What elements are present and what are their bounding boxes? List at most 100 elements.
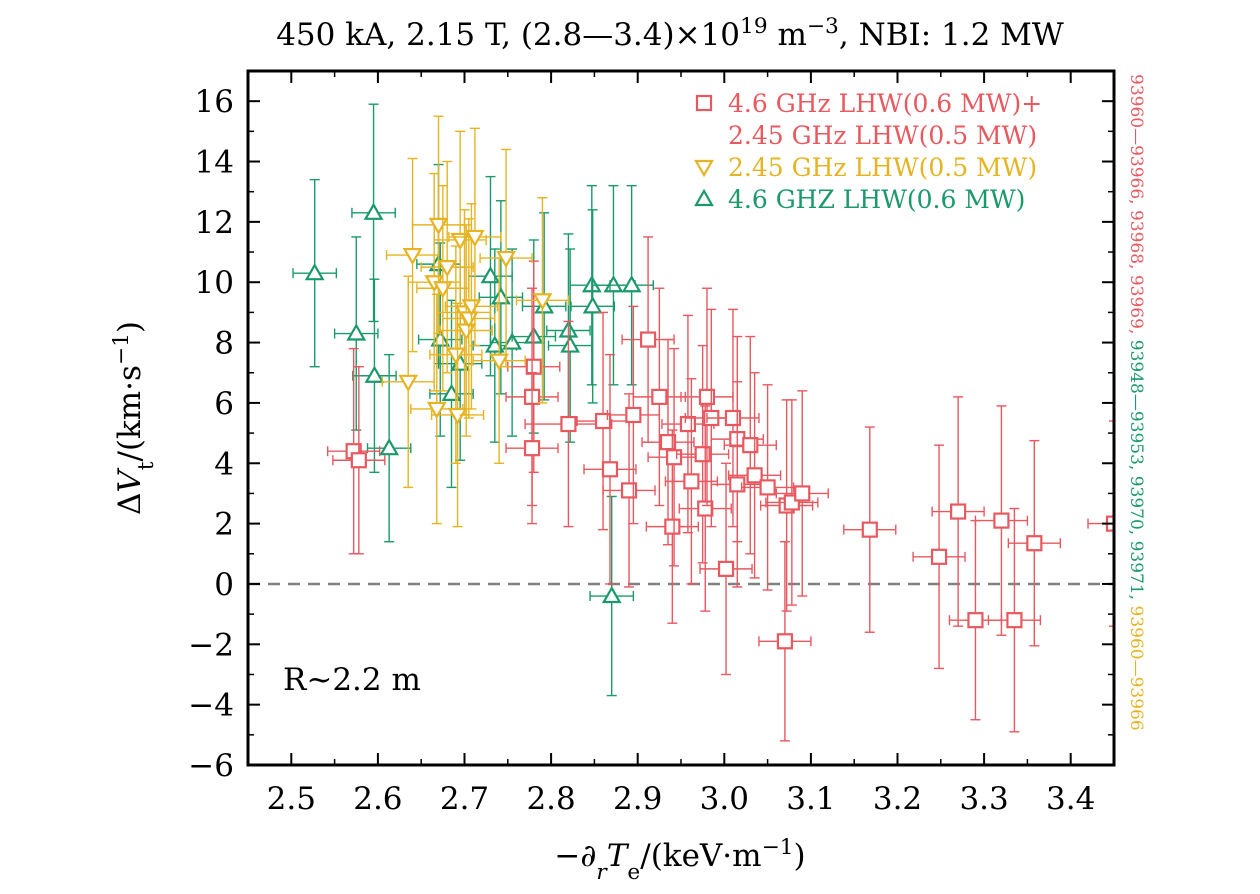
series-2 (292, 103, 654, 697)
x-tick-label: 2.8 (526, 781, 575, 817)
marker-square (620, 482, 638, 499)
y-tick-label: 8 (214, 326, 234, 362)
marker-square (729, 476, 746, 493)
data-point (843, 426, 897, 633)
data-point (609, 184, 654, 386)
marker-square (694, 446, 711, 463)
marker-triangle-up (601, 585, 622, 604)
marker-triangle-down (532, 293, 553, 311)
marker-triangle-down (402, 247, 423, 266)
legend-label: 4.6 GHz LHW(0.6 MW)+ (728, 89, 1042, 118)
marker-square (794, 485, 811, 502)
data-point (641, 338, 695, 546)
marker-square (724, 409, 742, 427)
x-tick-label: 3.0 (700, 781, 749, 817)
tick-layer: 2.5 2.6 2.7 2.8 2.9 3.0 3.1 3.2 3.3 3.4 −6 −4 −2 0 2 4 6… (188, 70, 1115, 817)
marker-triangle-down (456, 323, 477, 341)
data-point (948, 519, 1003, 721)
x-tick-label: 2.5 (267, 781, 316, 817)
marker-square (776, 633, 794, 650)
data-point (589, 495, 635, 697)
marker-square (683, 473, 700, 490)
marker-triangle-down (489, 353, 510, 371)
marker-square (697, 500, 714, 517)
data-point (439, 224, 493, 437)
marker-triangle-up (582, 296, 603, 314)
series-0 (326, 236, 1114, 742)
marker-square (930, 548, 948, 565)
marker-square (679, 415, 697, 433)
x-tick-label: 2.9 (613, 781, 662, 817)
marker-square (698, 388, 716, 405)
marker-square (967, 612, 984, 629)
side-label-part: 93948—93953, 93970, 93971, (1126, 340, 1146, 606)
y-tick-label: 2 (214, 507, 234, 543)
y-tick-label: −2 (188, 627, 234, 663)
data-point (420, 160, 474, 374)
y-tick-label: 6 (214, 386, 234, 422)
marker-triangle-down (426, 401, 447, 420)
data-point (758, 541, 812, 742)
data-point (410, 293, 464, 525)
data-point (602, 393, 656, 588)
data-point (524, 320, 613, 528)
data-point (570, 209, 616, 404)
data-point (699, 462, 753, 676)
marker-triangle-down (398, 374, 419, 393)
legend-item: 2.45 GHz LHW(0.5 MW) (694, 153, 1037, 182)
marker-square (523, 440, 541, 457)
data-point (472, 257, 526, 464)
marker-triangle-down (428, 217, 449, 236)
marker-triangle-up (379, 437, 400, 456)
marker-square (525, 358, 542, 375)
legend-label: 4.6 GHZ LHW(0.6 MW) (728, 185, 1025, 214)
legend-label: 2.45 GHz LHW(0.5 MW) (728, 121, 1037, 150)
y-tick-label: 16 (195, 84, 234, 120)
data-point (430, 302, 485, 528)
data-point (547, 248, 593, 443)
marker-square (717, 560, 735, 577)
data-point (292, 178, 338, 368)
x-tick-label: 2.7 (440, 781, 489, 817)
data-point (352, 278, 397, 474)
data-point (678, 405, 732, 612)
data-point (333, 236, 379, 431)
y-tick-label: −6 (188, 748, 234, 784)
side-label-part: 93960—93966 (1126, 606, 1146, 731)
marker-square (1026, 535, 1043, 552)
data-point (765, 399, 819, 606)
data-point (987, 507, 1042, 733)
data-point (385, 157, 440, 353)
marker-square (665, 449, 683, 466)
x-tick-label: 2.6 (353, 781, 402, 817)
marker-triangle-up (502, 332, 523, 350)
data-point (448, 127, 502, 347)
data-point (606, 305, 661, 525)
marker-triangle-down (464, 229, 485, 248)
data-point (381, 275, 435, 489)
y-axis-label: ΔVt/(km·s−1) (109, 321, 159, 515)
annotation-radius: R~2.2 m (283, 662, 421, 698)
y-tick-label: 10 (195, 265, 234, 301)
marker-square (759, 479, 776, 496)
data-point (680, 287, 734, 507)
x-tick-label: 3.2 (873, 781, 922, 817)
data-point (515, 197, 570, 404)
x-axis-label: −∂rTe/(keV·m−1) (554, 835, 805, 885)
side-shot-numbers: 93960—93966, 93968, 93969, 93948—93953, … (1126, 74, 1146, 731)
x-tick-label: 3.1 (786, 781, 835, 817)
marker-square (746, 467, 763, 484)
data-point (931, 396, 985, 627)
marker-triangle-up (603, 275, 624, 293)
marker-triangle-up (490, 287, 511, 305)
marker-square (601, 461, 619, 478)
marker-square (1006, 612, 1023, 629)
data-point (775, 390, 829, 597)
series-1 (381, 115, 570, 528)
data-point (706, 308, 760, 528)
legend-marker-triangle-down (694, 159, 714, 178)
data-point (505, 372, 559, 525)
legend-label: 2.45 GHz LHW(0.5 MW) (728, 153, 1037, 182)
